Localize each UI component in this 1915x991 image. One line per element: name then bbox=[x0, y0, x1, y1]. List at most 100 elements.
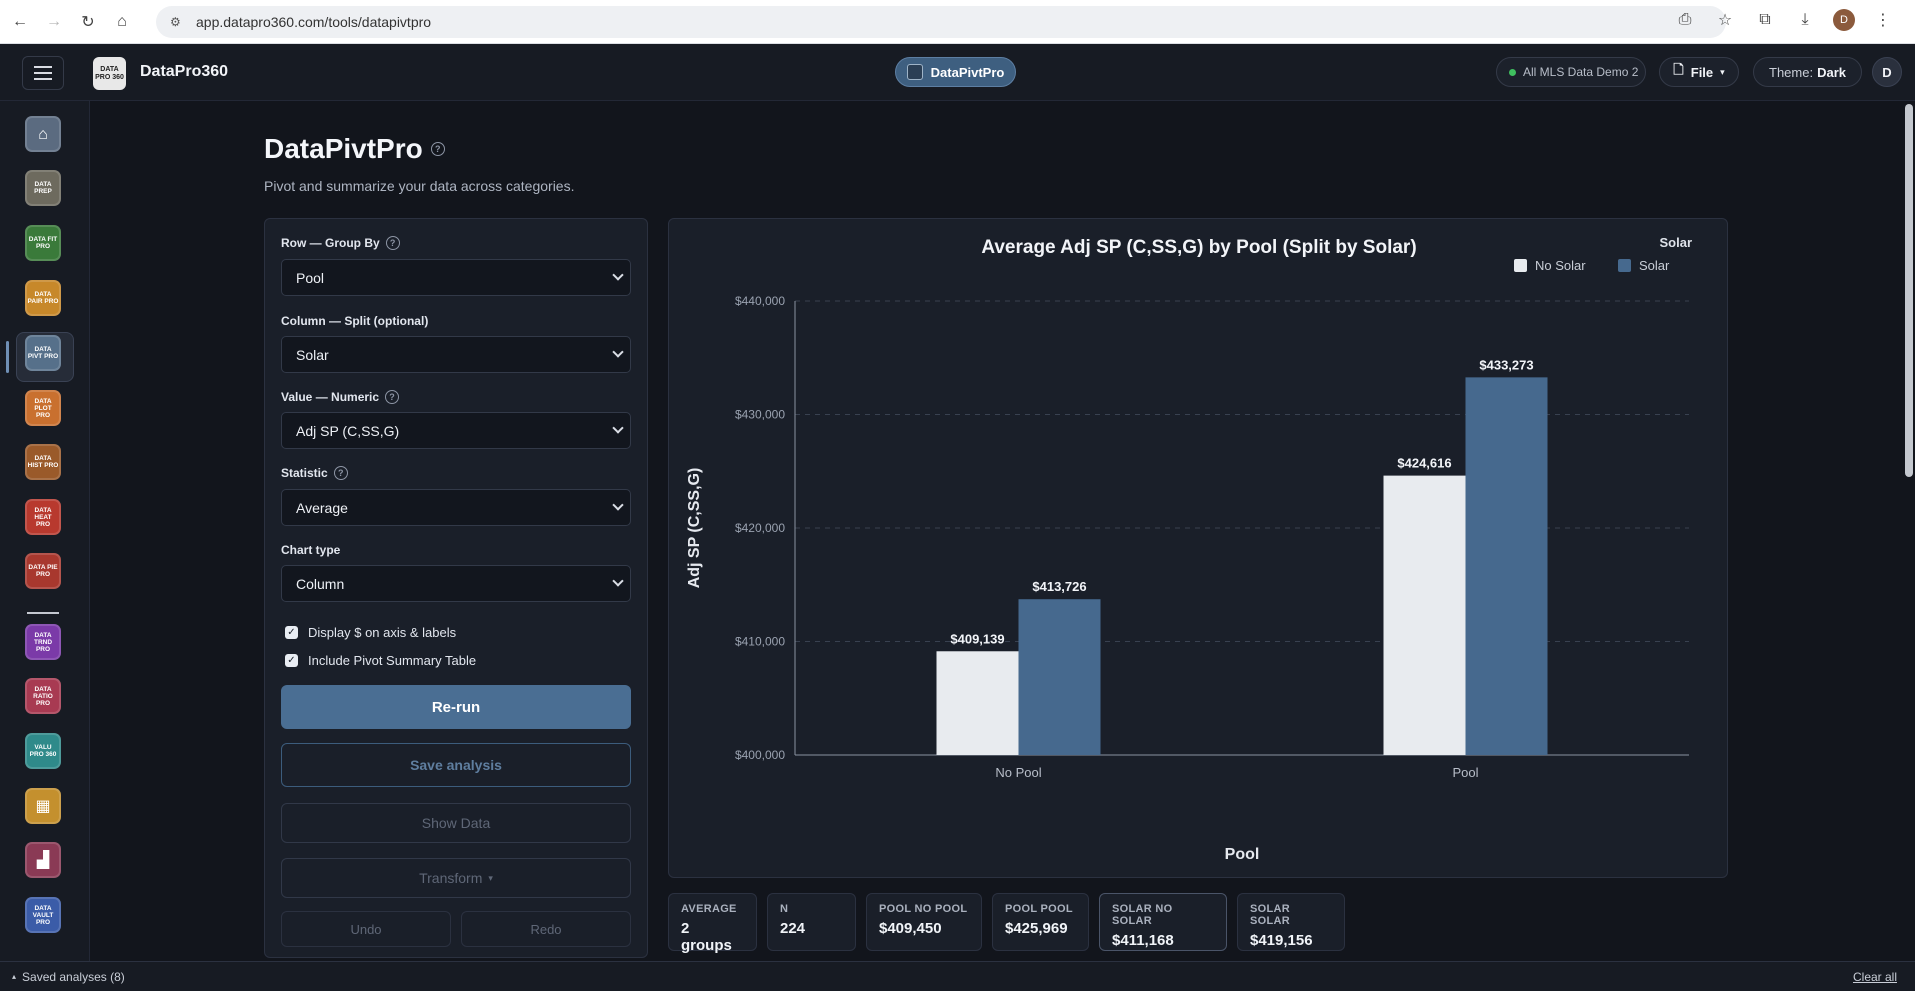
include-table-checkbox[interactable]: ✓ bbox=[285, 654, 298, 667]
sidebar-item-grid-tool[interactable]: ▦ bbox=[25, 788, 61, 824]
home-icon[interactable]: ⌂ bbox=[117, 12, 127, 30]
sidebar-item-valu-pro-360[interactable]: VALU PRO 360 bbox=[25, 733, 61, 769]
sidebar-item-data-ratio-pro[interactable]: DATA RATIO PRO bbox=[25, 678, 61, 714]
y-tick-label: $440,000 bbox=[735, 294, 785, 308]
hamburger-menu-icon[interactable] bbox=[22, 56, 64, 90]
bar-no-solar-no-pool[interactable] bbox=[936, 651, 1019, 755]
file-menu-button[interactable]: 🗋 File ▾ bbox=[1659, 57, 1739, 87]
row-group-value: Pool bbox=[296, 269, 325, 286]
sidebar-item-bar-tool[interactable]: ▟ bbox=[25, 842, 61, 878]
chevron-down-icon: ▾ bbox=[1720, 66, 1725, 77]
stat-card: SOLAR SOLAR $419,156 bbox=[1237, 893, 1345, 951]
sidebar-item-data-vault-pro[interactable]: DATA VAULT PRO bbox=[25, 897, 61, 933]
sidebar-active-indicator bbox=[6, 341, 9, 373]
row-group-select[interactable]: Pool bbox=[281, 259, 631, 296]
sidebar-item-data-hist-pro[interactable]: DATA HIST PRO bbox=[25, 444, 61, 480]
help-icon[interactable]: ? bbox=[333, 466, 348, 480]
theme-toggle-button[interactable]: Theme: Dark bbox=[1753, 57, 1862, 87]
include-table-checkbox-row[interactable]: ✓ Include Pivot Summary Table bbox=[285, 653, 476, 668]
x-axis-label: Pool bbox=[1225, 846, 1260, 863]
chart-type-label-text: Chart type bbox=[281, 543, 341, 557]
user-avatar[interactable]: D bbox=[1872, 57, 1902, 87]
chart-type-value: Column bbox=[296, 575, 345, 592]
legend-label[interactable]: No Solar bbox=[1535, 258, 1586, 273]
help-icon[interactable]: ? bbox=[385, 390, 400, 404]
bar-solar-no-pool[interactable] bbox=[1018, 599, 1101, 755]
site-info-icon[interactable]: ⚙ bbox=[170, 15, 181, 29]
sidebar-item-data-pair-pro[interactable]: DATA PAIR PRO bbox=[25, 280, 61, 316]
show-data-button[interactable]: Show Data bbox=[281, 803, 631, 843]
data-label: $409,139 bbox=[950, 631, 1004, 646]
download-icon[interactable]: ⤓ bbox=[1801, 11, 1809, 28]
sidebar-item-data-trnd-pro[interactable]: DATA TRND PRO bbox=[25, 624, 61, 660]
legend-swatch[interactable] bbox=[1618, 259, 1631, 272]
stat-card: SOLAR NO SOLAR $411,168 bbox=[1099, 893, 1227, 951]
app-logo[interactable]: DATA PRO 360 bbox=[93, 57, 126, 90]
data-label: $424,616 bbox=[1397, 456, 1451, 471]
bar-solar-pool[interactable] bbox=[1465, 377, 1548, 755]
sidebar-item-data-prep-pro[interactable]: DATA PREP bbox=[25, 170, 61, 206]
saved-analyses-toggle[interactable]: ▴ Saved analyses (8) bbox=[12, 970, 125, 984]
chevron-down-icon bbox=[612, 269, 624, 281]
undo-button[interactable]: Undo bbox=[281, 911, 451, 947]
scrollbar-thumb[interactable] bbox=[1905, 104, 1913, 477]
url-text[interactable]: app.datapro360.com/tools/datapivtpro bbox=[196, 14, 432, 30]
dataset-selector[interactable]: All MLS Data Demo 2 bbox=[1496, 57, 1646, 87]
bookmark-star-icon[interactable]: ☆ bbox=[1717, 12, 1733, 29]
chart-type-label: Chart type bbox=[281, 543, 340, 557]
reload-icon[interactable]: ↻ bbox=[81, 13, 95, 31]
chevron-down-icon bbox=[612, 575, 624, 587]
chevron-down-icon bbox=[612, 346, 624, 358]
display-dollar-checkbox[interactable]: ✓ bbox=[285, 626, 298, 639]
help-icon[interactable]: ? bbox=[430, 142, 445, 156]
brand-title[interactable]: DataPro360 bbox=[140, 63, 229, 80]
browser-profile-avatar[interactable]: D bbox=[1833, 9, 1855, 31]
x-tick-label: No Pool bbox=[995, 765, 1041, 780]
sidebar-item-home[interactable]: ⌂ bbox=[25, 116, 61, 152]
stat-key: AVERAGE bbox=[681, 903, 737, 915]
chart-type-select[interactable]: Column bbox=[281, 565, 631, 602]
column-chart: Average Adj SP (C,SS,G) by Pool (Split b… bbox=[686, 235, 1692, 863]
stat-key: SOLAR NO SOLAR bbox=[1112, 903, 1173, 927]
save-analysis-button[interactable]: Save analysis bbox=[281, 743, 631, 787]
address-bar[interactable]: ⚙ app.datapro360.com/tools/datapivtpro bbox=[156, 6, 1726, 38]
browser-toolbar: ← → ↻ ⌂ ⚙ app.datapro360.com/tools/datap… bbox=[0, 0, 1915, 44]
chevron-up-icon: ▴ bbox=[12, 972, 17, 981]
column-split-select[interactable]: Solar bbox=[281, 336, 631, 373]
redo-button[interactable]: Redo bbox=[461, 911, 631, 947]
install-app-icon[interactable]: ⎙ bbox=[1678, 11, 1692, 28]
sidebar-divider bbox=[27, 612, 59, 614]
sidebar-item-data-plot-pro[interactable]: DATA PLOT PRO bbox=[25, 390, 61, 426]
statistic-label-text: Statistic bbox=[281, 466, 328, 480]
chevron-down-icon: ▾ bbox=[488, 872, 493, 883]
legend-label[interactable]: Solar bbox=[1639, 258, 1670, 273]
sidebar-item-data-pivt-pro[interactable]: DATA PIVT PRO bbox=[25, 335, 61, 371]
y-tick-label: $410,000 bbox=[735, 635, 785, 649]
column-split-value: Solar bbox=[296, 346, 329, 363]
sidebar-item-data-fit-pro[interactable]: DATA FIT PRO bbox=[25, 225, 61, 261]
clear-all-link[interactable]: Clear all bbox=[1852, 969, 1897, 984]
stat-value: 224 bbox=[780, 920, 806, 937]
theme-label: Theme: bbox=[1769, 64, 1814, 80]
rerun-button[interactable]: Re-run bbox=[281, 685, 631, 729]
bar-no-solar-pool[interactable] bbox=[1383, 475, 1466, 755]
page-subtitle: Pivot and summarize your data across cat… bbox=[264, 178, 575, 194]
extensions-icon[interactable]: ⧉ bbox=[1759, 11, 1771, 28]
display-dollar-label: Display $ on axis & labels bbox=[308, 625, 457, 640]
value-numeric-select[interactable]: Adj SP (C,SS,G) bbox=[281, 412, 631, 449]
sidebar-item-data-pie-pro[interactable]: DATA PIE PRO bbox=[25, 553, 61, 589]
sidebar-item-data-heat-pro[interactable]: DATA HEAT PRO bbox=[25, 499, 61, 535]
transform-button[interactable]: Transform ▾ bbox=[281, 858, 631, 898]
help-icon[interactable]: ? bbox=[385, 236, 400, 250]
page-title-text: DataPivtPro bbox=[264, 133, 423, 164]
legend-swatch[interactable] bbox=[1514, 259, 1527, 272]
display-dollar-checkbox-row[interactable]: ✓ Display $ on axis & labels bbox=[285, 625, 456, 640]
forward-icon[interactable]: → bbox=[46, 12, 62, 30]
include-table-label: Include Pivot Summary Table bbox=[308, 653, 477, 668]
chevron-down-icon bbox=[612, 422, 624, 434]
back-icon[interactable]: ← bbox=[12, 12, 28, 30]
statistic-select[interactable]: Average bbox=[281, 489, 631, 526]
browser-menu-icon[interactable]: ⋮ bbox=[1875, 12, 1891, 29]
value-numeric-value: Adj SP (C,SS,G) bbox=[296, 422, 400, 439]
current-tool-pill[interactable]: DataPivtPro bbox=[895, 57, 1016, 87]
